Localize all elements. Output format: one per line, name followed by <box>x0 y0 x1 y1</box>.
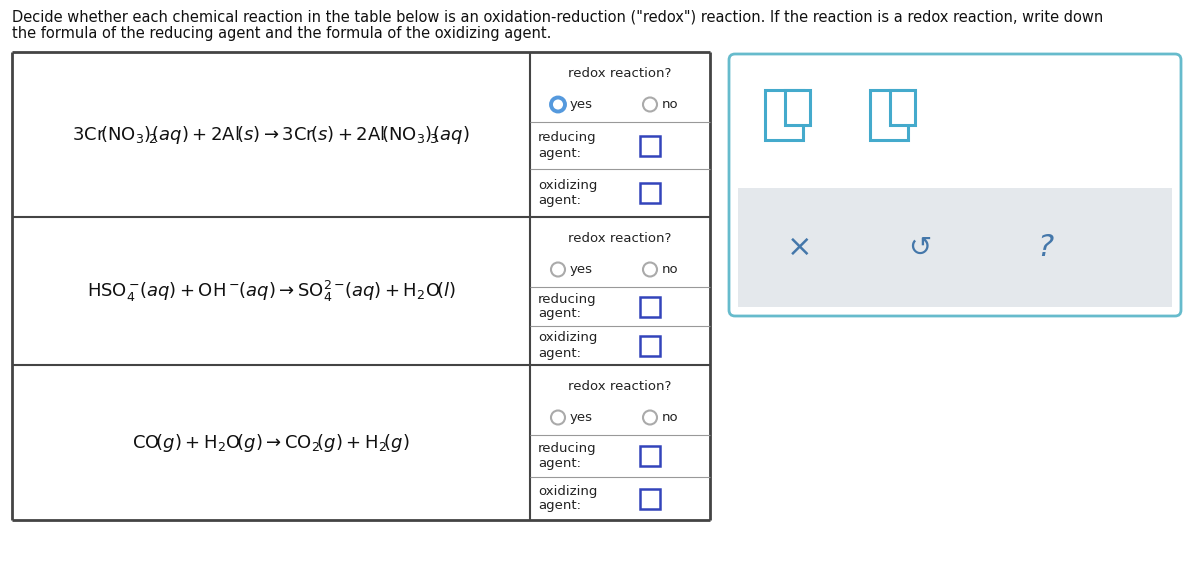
Text: no: no <box>662 98 679 111</box>
Text: yes: yes <box>570 411 593 424</box>
Text: ?: ? <box>1037 233 1054 262</box>
Circle shape <box>643 411 658 424</box>
Text: yes: yes <box>570 263 593 276</box>
Text: $\mathrm{CO\!\left(\mathit{g}\right) + H_2O\!\left(\mathit{g}\right) \rightarrow: $\mathrm{CO\!\left(\mathit{g}\right) + H… <box>132 432 410 453</box>
Bar <box>640 446 660 466</box>
Text: Decide whether each chemical reaction in the table below is an oxidation-reducti: Decide whether each chemical reaction in… <box>12 10 1103 25</box>
Bar <box>640 296 660 316</box>
Bar <box>640 336 660 356</box>
Text: redox reaction?: redox reaction? <box>569 67 672 80</box>
Bar <box>870 90 908 140</box>
Text: reducing
agent:: reducing agent: <box>538 292 596 320</box>
Text: no: no <box>662 411 679 424</box>
Text: reducing
agent:: reducing agent: <box>538 442 596 470</box>
Text: the formula of the reducing agent and the formula of the oxidizing agent.: the formula of the reducing agent and th… <box>12 26 551 41</box>
Circle shape <box>643 98 658 111</box>
Text: yes: yes <box>570 98 593 111</box>
Bar <box>640 183 660 203</box>
Circle shape <box>551 98 565 111</box>
Circle shape <box>551 411 565 424</box>
Bar <box>640 489 660 509</box>
Bar <box>890 90 916 125</box>
Circle shape <box>643 263 658 276</box>
Text: ×: × <box>787 233 812 262</box>
Text: oxidizing
agent:: oxidizing agent: <box>538 179 598 207</box>
Bar <box>738 188 1172 307</box>
Text: $\mathrm{3Cr\!\left(NO_3\right)_{\!2}\!\!\left(\mathit{aq}\right) + 2Al\!\left(\: $\mathrm{3Cr\!\left(NO_3\right)_{\!2}\!\… <box>72 123 469 146</box>
Text: $\mathrm{HSO_4^-\!\left(\mathit{aq}\right) + OH^-\!\left(\mathit{aq}\right) \rig: $\mathrm{HSO_4^-\!\left(\mathit{aq}\righ… <box>86 279 456 304</box>
Bar <box>640 135 660 155</box>
Text: reducing
agent:: reducing agent: <box>538 131 596 159</box>
Text: redox reaction?: redox reaction? <box>569 232 672 245</box>
Circle shape <box>551 263 565 276</box>
Bar <box>785 90 810 125</box>
FancyBboxPatch shape <box>730 54 1181 316</box>
Text: oxidizing
agent:: oxidizing agent: <box>538 332 598 360</box>
Text: ↺: ↺ <box>908 234 931 262</box>
Text: oxidizing
agent:: oxidizing agent: <box>538 485 598 513</box>
Text: no: no <box>662 263 679 276</box>
Text: redox reaction?: redox reaction? <box>569 380 672 393</box>
Bar <box>766 90 803 140</box>
